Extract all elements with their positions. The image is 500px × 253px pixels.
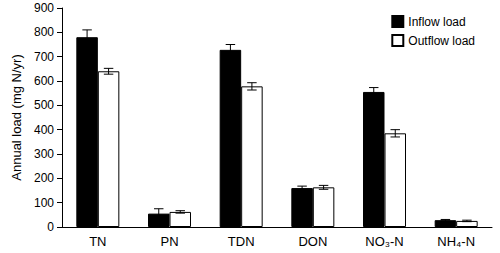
svg-text:PN: PN: [160, 234, 178, 249]
svg-text:NO₃-N: NO₃-N: [365, 234, 404, 249]
svg-text:700: 700: [34, 50, 54, 64]
svg-text:Inflow load: Inflow load: [408, 15, 465, 29]
svg-text:NH₄-N: NH₄-N: [437, 234, 475, 249]
svg-text:800: 800: [34, 25, 54, 39]
svg-text:900: 900: [34, 1, 54, 15]
svg-text:0: 0: [47, 220, 54, 234]
svg-text:400: 400: [34, 123, 54, 137]
svg-text:600: 600: [34, 74, 54, 88]
svg-text:200: 200: [34, 171, 54, 185]
svg-text:Annual load (mg N/yr): Annual load (mg N/yr): [9, 54, 24, 180]
svg-text:TDN: TDN: [228, 234, 255, 249]
svg-text:DON: DON: [298, 234, 327, 249]
svg-text:Outflow load: Outflow load: [408, 34, 475, 48]
svg-text:TN: TN: [89, 234, 106, 249]
svg-text:500: 500: [34, 98, 54, 112]
svg-text:100: 100: [34, 196, 54, 210]
svg-text:300: 300: [34, 147, 54, 161]
